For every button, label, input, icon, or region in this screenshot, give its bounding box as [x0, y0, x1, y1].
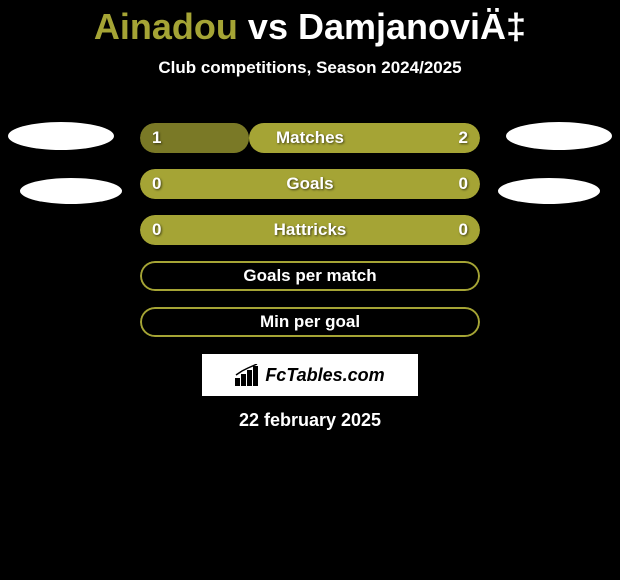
comparison-title: Ainadou vs DamjanoviÄ‡ — [0, 0, 620, 48]
bar-chart-icon — [235, 364, 259, 386]
decor-oval-top-left — [8, 122, 114, 150]
bar-goals: 0 Goals 0 — [140, 169, 480, 199]
bar-hattricks-value-right: 0 — [459, 220, 468, 240]
bar-goals-label: Goals — [286, 174, 333, 194]
stat-bars-container: 1 Matches 2 0 Goals 0 0 Hattricks 0 Goal… — [140, 123, 480, 337]
bar-goals-per-match-label: Goals per match — [243, 266, 376, 286]
competition-subtitle: Club competitions, Season 2024/2025 — [0, 58, 620, 78]
decor-oval-bottom-right — [498, 178, 600, 204]
bar-matches-value-right: 2 — [459, 128, 468, 148]
bar-matches-value-left: 1 — [152, 128, 161, 148]
player2-name: DamjanoviÄ‡ — [298, 6, 526, 47]
bar-hattricks: 0 Hattricks 0 — [140, 215, 480, 245]
decor-oval-bottom-left — [20, 178, 122, 204]
bar-min-per-goal: Min per goal — [140, 307, 480, 337]
vs-separator: vs — [248, 6, 288, 47]
decor-oval-top-right — [506, 122, 612, 150]
footer-logo-text: FcTables.com — [265, 365, 384, 386]
bar-hattricks-value-left: 0 — [152, 220, 161, 240]
bar-goals-per-match: Goals per match — [140, 261, 480, 291]
footer-date: 22 february 2025 — [0, 410, 620, 431]
bar-matches-label: Matches — [276, 128, 344, 148]
bar-goals-value-right: 0 — [459, 174, 468, 194]
player1-name: Ainadou — [94, 6, 238, 47]
bar-goals-value-left: 0 — [152, 174, 161, 194]
bar-matches: 1 Matches 2 — [140, 123, 480, 153]
bar-hattricks-label: Hattricks — [274, 220, 347, 240]
bar-min-per-goal-label: Min per goal — [260, 312, 360, 332]
footer-logo: FcTables.com — [202, 354, 418, 396]
